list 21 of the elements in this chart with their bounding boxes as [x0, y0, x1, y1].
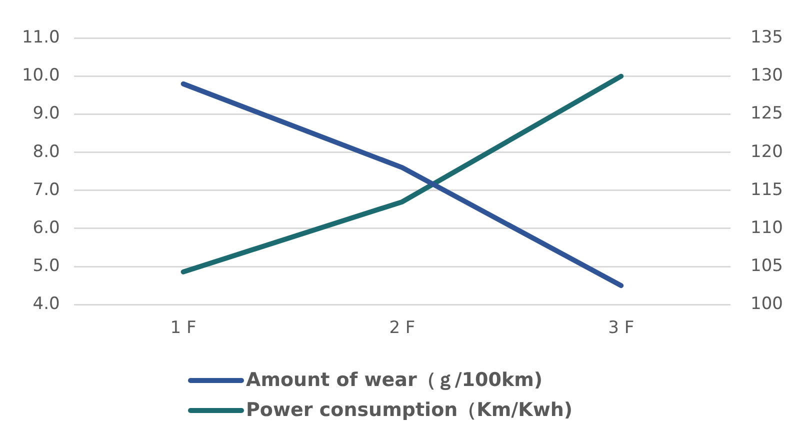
x-tick-label: 3 F — [608, 318, 634, 338]
y2-tick-label: 110 — [750, 218, 784, 238]
y2-tick-label: 120 — [750, 142, 784, 162]
y2-tick-label: 105 — [750, 256, 784, 276]
y-tick-label: 4.0 — [32, 294, 60, 314]
x-tick-label: 1 F — [170, 318, 196, 338]
legend-label: Amount of wear（ｇ/100km) — [246, 368, 543, 393]
y-tick-label: 6.0 — [32, 218, 60, 238]
y-tick-label: 5.0 — [32, 256, 60, 276]
y-tick-label: 11.0 — [22, 28, 60, 48]
y2-tick-label: 100 — [750, 294, 784, 314]
legend-label: Power consumption（Km/Kwh) — [246, 398, 573, 423]
y2-tick-label: 130 — [750, 66, 784, 86]
x-tick-label: 2 F — [389, 318, 416, 338]
y-tick-label: 10.0 — [22, 66, 60, 86]
y2-tick-label: 135 — [750, 28, 784, 48]
y-tick-label: 9.0 — [32, 104, 60, 124]
y-tick-label: 7.0 — [32, 180, 60, 200]
y2-tick-label: 115 — [750, 180, 784, 200]
y2-tick-label: 125 — [750, 104, 784, 124]
y-tick-label: 8.0 — [32, 142, 60, 162]
